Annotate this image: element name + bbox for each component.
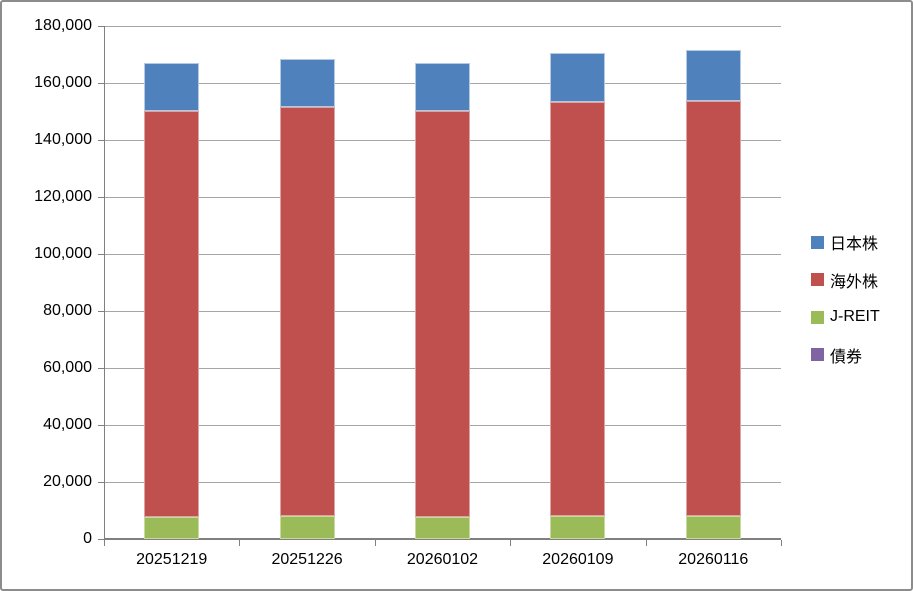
y-axis-tick: [98, 538, 104, 540]
bar-segment: [279, 107, 335, 517]
y-tick-label: 60,000: [43, 359, 92, 376]
legend-swatch: [811, 348, 824, 361]
x-axis-tick: [374, 540, 376, 546]
legend-swatch: [811, 273, 824, 286]
legend-swatch: [811, 310, 824, 324]
x-tick-label: 20251219: [136, 551, 208, 568]
y-axis-tick: [98, 310, 104, 312]
bar-segment: [279, 516, 335, 539]
bar-segment: [415, 517, 470, 539]
bar-segment: [550, 102, 606, 517]
bar-segment: [550, 53, 606, 103]
y-tick-label: 40,000: [43, 416, 92, 433]
legend-item: 日本株: [811, 233, 879, 253]
y-tick-label: 20,000: [43, 473, 92, 490]
bar-segment: [144, 111, 200, 518]
x-axis-tick: [781, 540, 782, 546]
y-axis-tick: [98, 82, 104, 84]
legend-label: 海外株: [830, 273, 879, 291]
x-axis-tick: [104, 540, 105, 546]
x-tick-label: 20260102: [406, 551, 479, 568]
gridline: [104, 25, 781, 27]
bar-segment: [685, 49, 741, 101]
y-tick-label: 100,000: [34, 245, 92, 262]
x-axis-line: [104, 538, 781, 540]
y-axis-tick: [98, 367, 104, 369]
legend-item: J-REIT: [811, 308, 880, 326]
legend-swatch: [811, 235, 824, 249]
x-axis-tick: [510, 540, 512, 546]
bar-segment: [415, 63, 470, 112]
bar-segment: [415, 111, 470, 518]
bar-segment: [685, 516, 741, 539]
y-tick-label: 160,000: [34, 74, 92, 91]
y-axis-tick: [98, 424, 104, 426]
x-tick-label: 20260109: [542, 551, 614, 568]
y-tick-label: 180,000: [34, 17, 92, 34]
x-axis-tick: [239, 540, 241, 546]
legend-label: 日本株: [830, 236, 879, 253]
y-tick-label: 120,000: [34, 188, 92, 205]
bar-segment: [685, 100, 741, 517]
legend-label: J-REIT: [830, 308, 880, 325]
y-axis-tick: [98, 196, 104, 198]
y-tick-label: 140,000: [34, 131, 92, 148]
y-axis-tick: [98, 481, 104, 483]
legend-label: 債券: [830, 348, 863, 366]
y-axis-line: [104, 26, 105, 539]
legend-item: 海外株: [811, 271, 879, 291]
y-tick-label: 0: [83, 530, 92, 547]
bar-segment: [144, 63, 200, 112]
y-axis-tick: [98, 139, 104, 141]
x-axis-tick: [645, 540, 647, 546]
y-axis-tick: [98, 25, 104, 27]
bar-segment: [279, 59, 335, 108]
bar-segment: [550, 516, 606, 539]
bar-segment: [144, 517, 200, 539]
legend-item: 債券: [811, 346, 863, 366]
y-tick-label: 80,000: [43, 302, 92, 319]
x-tick-label: 20251226: [271, 551, 343, 568]
y-axis-tick: [98, 253, 104, 255]
x-tick-label: 20260116: [678, 551, 749, 568]
